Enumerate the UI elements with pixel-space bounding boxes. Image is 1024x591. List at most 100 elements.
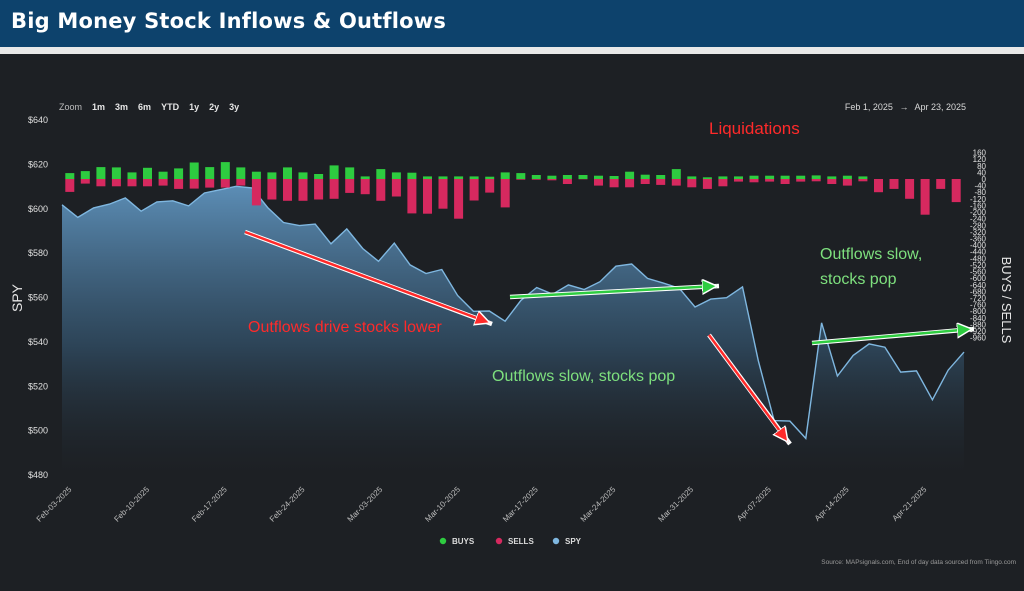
buy-bar: [158, 171, 168, 179]
sell-bar: [827, 179, 837, 184]
buy-bar: [127, 172, 137, 179]
source-note: Source: MAPsignals.com, End of day data …: [821, 559, 1016, 566]
spy-area: [62, 186, 964, 476]
buy-bar: [143, 167, 152, 179]
left-tick-label: $540: [28, 337, 48, 347]
sell-bar: [640, 179, 650, 184]
sell-bar: [796, 179, 806, 182]
sell-bar: [702, 179, 712, 189]
left-tick-label: $620: [28, 159, 48, 169]
buy-bar: [562, 175, 572, 179]
zoom-6m-button[interactable]: 6m: [138, 102, 152, 112]
right-tick-label: -240: [970, 215, 987, 224]
left-axis-ticks: $480 $500 $520 $540 $560 $580 $600 $620 $640: [28, 115, 48, 480]
range-to[interactable]: Apr 23, 2025: [914, 102, 966, 112]
x-tick-label: Mar-31-2025: [656, 485, 695, 524]
sell-bar: [158, 179, 168, 186]
sell-bar: [454, 179, 464, 219]
right-tick-label: -80: [974, 188, 986, 197]
sell-bar: [127, 179, 137, 187]
zoom-1m-button[interactable]: 1m: [92, 102, 106, 112]
sell-bar: [314, 179, 324, 200]
buy-bar: [718, 176, 728, 179]
sell-bar: [329, 179, 339, 199]
annotation-arrows: [244, 229, 975, 446]
sell-bar: [858, 179, 868, 182]
legend: BUYS SELLS SPY: [439, 537, 582, 546]
arrow-down-1: [244, 230, 490, 323]
zoom-label: Zoom: [59, 102, 83, 112]
buy-bar: [547, 175, 557, 179]
buy-bar: [827, 176, 837, 179]
sell-bar: [531, 179, 541, 180]
sell-bar: [734, 179, 743, 182]
right-tick-label: -400: [970, 241, 987, 250]
range-from[interactable]: Feb 1, 2025: [844, 102, 893, 112]
left-tick-label: $500: [28, 426, 48, 436]
right-tick-label: -640: [970, 281, 987, 290]
right-tick-label: -680: [970, 287, 987, 296]
legend-spy-swatch: [552, 537, 560, 545]
zoom-1y-button[interactable]: 1y: [189, 102, 200, 112]
buy-bar: [267, 172, 277, 179]
buy-bar: [111, 167, 121, 179]
legend-buys-label[interactable]: BUYS: [452, 537, 475, 546]
zoom-2y-button[interactable]: 2y: [209, 102, 220, 112]
left-tick-label: $560: [28, 293, 48, 303]
right-tick-label: -960: [970, 334, 987, 343]
sell-bar: [547, 179, 557, 181]
buy-bar: [65, 173, 75, 179]
date-range[interactable]: Feb 1, 2025 → Apr 23, 2025: [845, 102, 966, 112]
buy-bar: [687, 176, 697, 179]
buy-bar: [656, 175, 666, 179]
zoom-3y-button[interactable]: 3y: [229, 102, 240, 112]
sell-bar: [220, 179, 230, 188]
right-tick-label: -480: [970, 254, 987, 263]
buy-bar: [516, 173, 526, 179]
buy-bar: [80, 171, 90, 179]
zoom-3m-button[interactable]: 3m: [115, 102, 129, 112]
legend-spy-label[interactable]: SPY: [565, 537, 582, 546]
x-tick-label: Feb-03-2025: [35, 485, 74, 524]
sell-bar: [594, 179, 603, 186]
right-tick-label: 0: [982, 175, 987, 184]
buy-bar: [485, 176, 495, 179]
sell-bar: [267, 179, 277, 200]
legend-sells-swatch: [495, 537, 503, 545]
sell-bar: [951, 179, 961, 203]
buy-bar: [96, 167, 106, 179]
zoom-ytd-button[interactable]: YTD: [161, 102, 180, 112]
buy-bar: [391, 172, 401, 179]
sell-bar: [749, 179, 759, 183]
buy-bar: [205, 167, 215, 179]
buy-bar: [329, 165, 339, 179]
right-tick-label: -440: [970, 248, 987, 257]
arrow-down-2: [707, 334, 790, 442]
right-tick-label: 160: [973, 149, 987, 158]
arrow-up-2: [811, 329, 972, 345]
sell-bar: [283, 179, 292, 201]
buy-bar: [765, 175, 775, 179]
x-tick-label: Mar-03-2025: [346, 485, 385, 524]
left-tick-label: $600: [28, 204, 48, 214]
right-tick-label: 120: [973, 155, 987, 164]
range-arrow-icon: →: [899, 102, 909, 112]
sell-bar: [780, 179, 790, 184]
header-bar: Big Money Stock Inflows & Outflows: [0, 0, 1024, 47]
right-tick-label: -160: [970, 201, 987, 210]
buy-bar: [298, 172, 308, 179]
buy-bar: [220, 162, 230, 179]
sell-bar: [236, 179, 246, 186]
buy-bar: [174, 168, 184, 179]
left-tick-label: $480: [28, 470, 48, 480]
legend-buys-swatch: [439, 537, 447, 545]
sell-bar: [423, 179, 432, 214]
buy-bar: [189, 162, 199, 179]
right-tick-label: -200: [970, 208, 987, 217]
legend-sells-label[interactable]: SELLS: [508, 537, 534, 546]
left-tick-label: $640: [28, 115, 48, 125]
sell-bar: [345, 179, 355, 193]
annotation-outflows-slow-2-line1: Outflows slow,: [820, 246, 922, 263]
buy-bar: [671, 169, 681, 179]
sell-bar: [842, 179, 852, 186]
